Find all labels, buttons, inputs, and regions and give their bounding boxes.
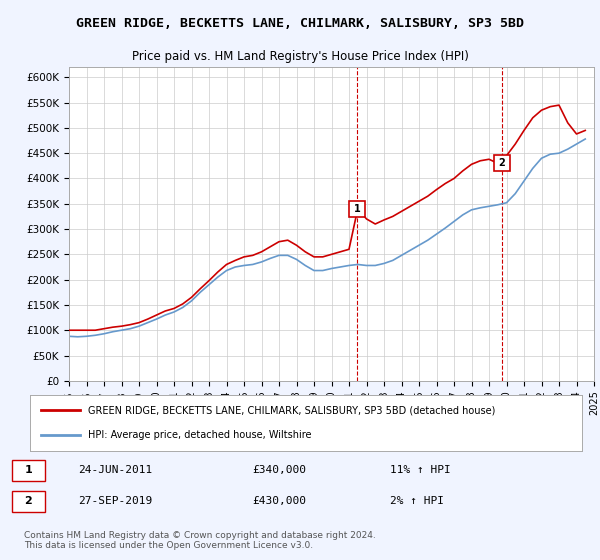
Text: GREEN RIDGE, BECKETTS LANE, CHILMARK, SALISBURY, SP3 5BD: GREEN RIDGE, BECKETTS LANE, CHILMARK, SA… [76, 17, 524, 30]
Text: Contains HM Land Registry data © Crown copyright and database right 2024.
This d: Contains HM Land Registry data © Crown c… [24, 531, 376, 550]
Text: 2: 2 [25, 496, 32, 506]
Text: GREEN RIDGE, BECKETTS LANE, CHILMARK, SALISBURY, SP3 5BD (detached house): GREEN RIDGE, BECKETTS LANE, CHILMARK, SA… [88, 405, 496, 416]
Text: £430,000: £430,000 [252, 496, 306, 506]
Text: 24-JUN-2011: 24-JUN-2011 [78, 465, 152, 475]
Text: Price paid vs. HM Land Registry's House Price Index (HPI): Price paid vs. HM Land Registry's House … [131, 50, 469, 63]
Text: 2: 2 [499, 158, 505, 169]
Text: 2% ↑ HPI: 2% ↑ HPI [390, 496, 444, 506]
Text: 1: 1 [25, 465, 32, 475]
FancyBboxPatch shape [12, 491, 45, 512]
Text: 11% ↑ HPI: 11% ↑ HPI [390, 465, 451, 475]
Text: 27-SEP-2019: 27-SEP-2019 [78, 496, 152, 506]
FancyBboxPatch shape [12, 460, 45, 481]
Text: £340,000: £340,000 [252, 465, 306, 475]
Text: 1: 1 [353, 204, 361, 214]
Text: HPI: Average price, detached house, Wiltshire: HPI: Average price, detached house, Wilt… [88, 430, 311, 440]
